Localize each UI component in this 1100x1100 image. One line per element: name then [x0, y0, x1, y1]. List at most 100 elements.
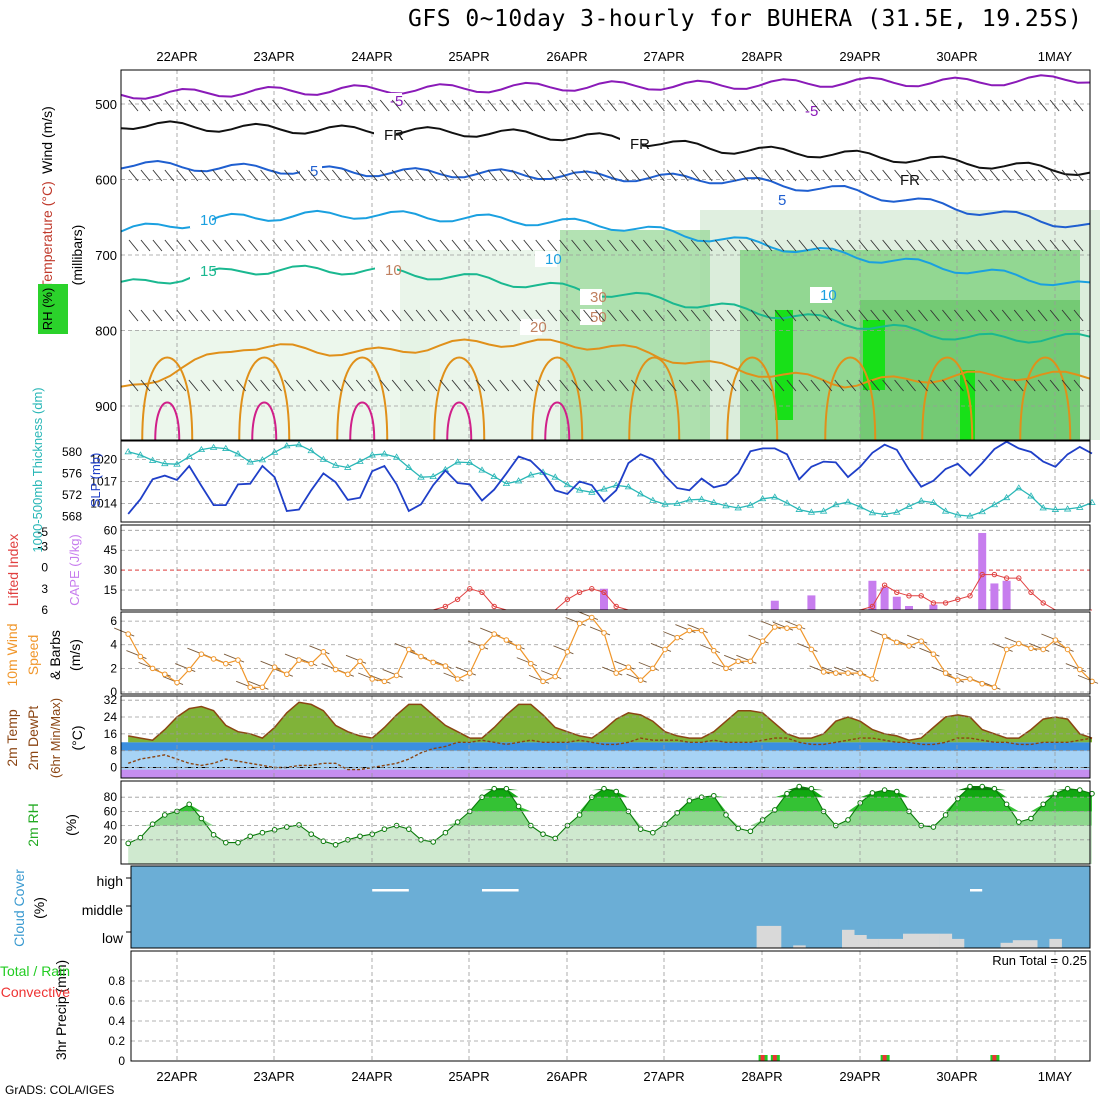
wind-barb	[236, 169, 247, 182]
wind-barb	[595, 99, 605, 112]
wind-barb	[690, 379, 701, 392]
wind-barb	[798, 239, 809, 252]
wind-speed-marker	[235, 657, 241, 663]
wind-barb	[918, 309, 928, 322]
lifted-index-marker	[589, 586, 595, 592]
isotherm-line	[120, 209, 1091, 287]
cloud-level-label: middle	[82, 902, 123, 918]
isotherm-line	[349, 401, 376, 441]
wind-barb	[308, 309, 318, 322]
wind-speed-marker	[540, 678, 546, 685]
wind-barb	[786, 99, 797, 112]
wind-barb	[308, 239, 318, 252]
wind-barb	[176, 169, 187, 182]
rh-legend-label: RH (%)	[40, 288, 55, 331]
wind-barb	[176, 239, 187, 252]
lifted-index-marker	[491, 603, 497, 610]
contour-label: 10	[820, 287, 837, 304]
wind-barb	[1025, 169, 1036, 182]
thickness-marker	[551, 473, 559, 480]
temp-area	[128, 702, 1092, 743]
date-label-top: 23APR	[253, 49, 294, 64]
wind-speed-marker	[906, 643, 912, 649]
wind-barb	[559, 99, 569, 112]
wind-barb	[379, 309, 390, 322]
thickness-marker	[673, 499, 681, 507]
isotherm-line	[120, 159, 1091, 229]
wind-barb	[858, 309, 869, 322]
wind-barb	[1061, 169, 1072, 182]
li-tick-label: -5	[37, 525, 48, 539]
wind-barb	[128, 309, 139, 322]
rh-marker	[1016, 819, 1022, 825]
convective-bar	[772, 1055, 777, 1061]
cape-tick-label: 60	[104, 523, 118, 537]
panel-frame	[120, 440, 1091, 523]
lifted-index-marker	[613, 603, 619, 610]
low-cloud-bar	[842, 929, 855, 948]
rh-marker	[613, 788, 620, 795]
wind-barb	[798, 99, 809, 112]
wind-barb	[583, 379, 593, 392]
rh-marker	[894, 788, 900, 795]
wind-barb	[200, 99, 211, 112]
wind-barb	[738, 99, 749, 112]
wind-barb	[619, 169, 629, 182]
wind-barb	[511, 169, 522, 182]
isotherm-line	[141, 356, 194, 441]
wind-barb	[858, 99, 869, 112]
wind-barb	[714, 169, 725, 182]
li-tick-label: 0	[41, 561, 48, 575]
wind-barb	[762, 379, 773, 392]
rh-marker	[357, 833, 363, 840]
wind-barb	[954, 169, 964, 182]
isotherm-line	[531, 356, 584, 441]
date-label-top: 29APR	[839, 49, 880, 64]
pressure-tick-label: 600	[95, 172, 117, 187]
rh-shading	[560, 230, 710, 440]
wind-barb	[152, 379, 163, 392]
wind-barb	[655, 309, 665, 322]
wind-barb	[834, 309, 845, 322]
wind-barb	[1013, 379, 1024, 392]
wind-barb	[607, 309, 617, 322]
wind-barb	[391, 99, 402, 112]
date-label-bottom: 30APR	[936, 1069, 977, 1084]
wind-barb	[511, 309, 522, 322]
wind-barb	[296, 309, 306, 322]
wind-barb	[248, 169, 258, 182]
wind-barb	[858, 239, 869, 252]
wind-barb	[942, 309, 952, 322]
panel-frame	[130, 865, 1091, 949]
wind-barb	[989, 239, 1000, 252]
wind-barb	[499, 379, 510, 392]
thickness-marker	[844, 498, 852, 505]
wind-barb	[415, 99, 426, 112]
wind-speed-marker	[259, 684, 266, 691]
lifted-index-marker	[967, 593, 973, 599]
wind-barb	[463, 379, 474, 392]
wind-barb	[583, 239, 593, 252]
thickness-marker	[331, 461, 340, 468]
wind-barb	[272, 379, 282, 392]
wind-barb	[1073, 309, 1084, 322]
thickness-marker	[807, 508, 816, 515]
thickness-marker	[1002, 493, 1011, 501]
lifted-index-marker	[918, 593, 924, 599]
rh-marker	[601, 785, 607, 792]
cape-bar	[978, 532, 987, 610]
contour-label: 50	[590, 309, 607, 326]
rh-marker	[1040, 801, 1046, 808]
date-label-top: 24APR	[351, 49, 392, 64]
wind-barb	[367, 379, 378, 392]
wind-barb	[128, 239, 139, 252]
rh-marker	[430, 839, 437, 845]
wind-speed-marker	[686, 627, 693, 634]
isotherm-line	[544, 401, 571, 441]
wind-barb	[906, 379, 916, 392]
wind-barb	[631, 239, 641, 252]
wind-barb	[403, 239, 414, 252]
wind-barb	[1061, 379, 1072, 392]
wind-barb	[164, 99, 175, 112]
wind-barb	[834, 99, 845, 112]
